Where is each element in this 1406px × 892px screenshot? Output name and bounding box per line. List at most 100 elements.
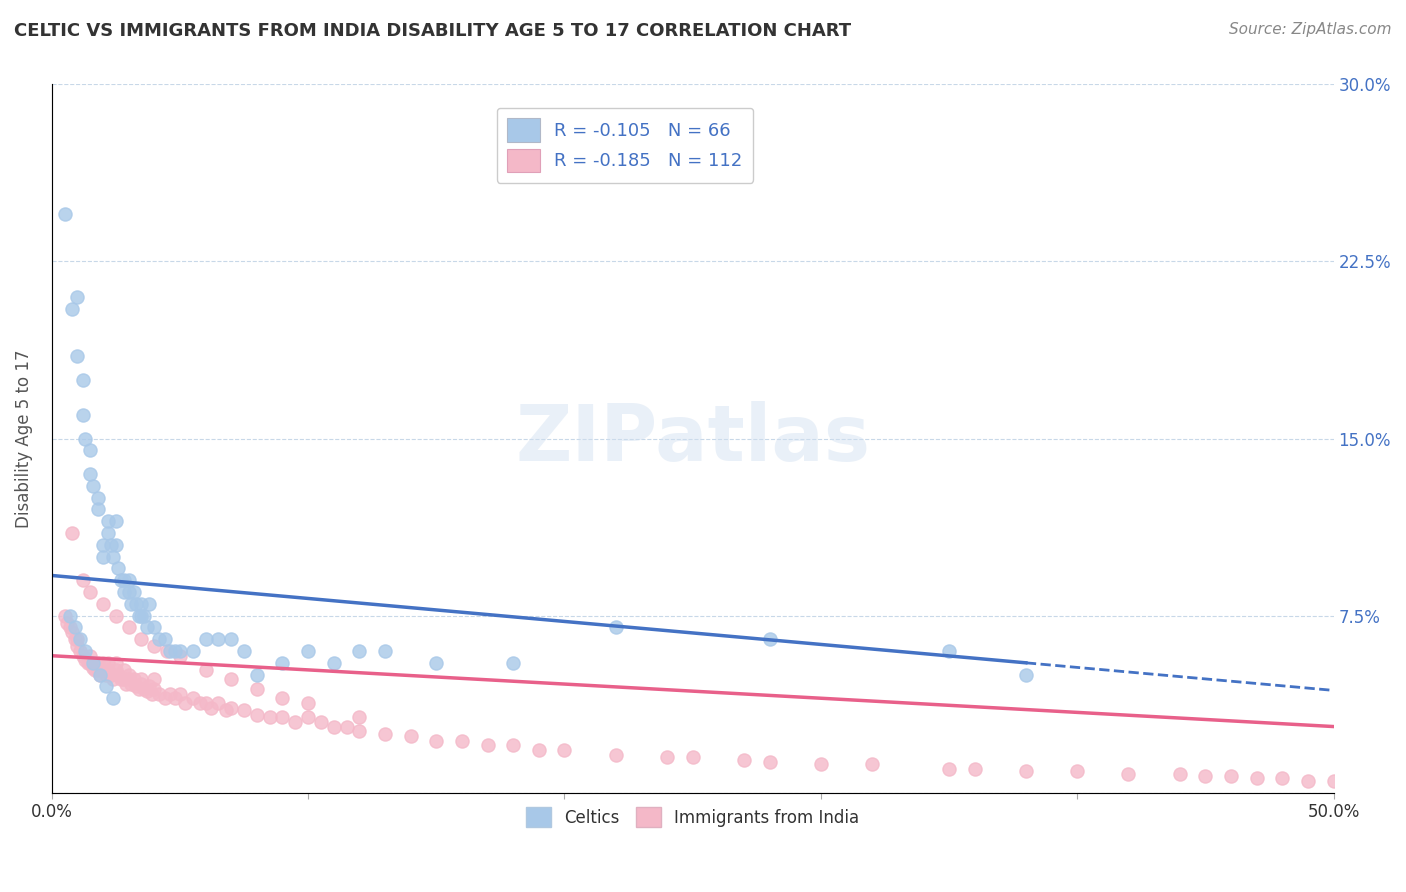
Point — [69, 644, 91, 658]
Point — [103, 673, 125, 687]
Point — [451, 733, 474, 747]
Point — [349, 710, 371, 724]
Point — [104, 538, 127, 552]
Point — [53, 608, 76, 623]
Point — [75, 653, 97, 667]
Point — [112, 673, 135, 687]
Point — [94, 680, 117, 694]
Point — [153, 691, 176, 706]
Point — [553, 743, 575, 757]
Point — [605, 620, 627, 634]
Legend: Celtics, Immigrants from India: Celtics, Immigrants from India — [519, 800, 866, 834]
Point — [91, 538, 114, 552]
Point — [118, 673, 141, 687]
Point — [502, 656, 524, 670]
Point — [91, 597, 114, 611]
Point — [297, 710, 319, 724]
Point — [1118, 766, 1140, 780]
Point — [87, 491, 110, 505]
Point — [1246, 772, 1268, 786]
Point — [125, 597, 148, 611]
Point — [148, 686, 170, 700]
Point — [132, 681, 155, 696]
Point — [128, 681, 150, 696]
Point — [91, 663, 114, 677]
Point — [200, 700, 222, 714]
Point — [53, 207, 76, 221]
Point — [169, 686, 191, 700]
Point — [104, 608, 127, 623]
Point — [219, 632, 242, 647]
Point — [233, 703, 256, 717]
Point — [246, 707, 269, 722]
Point — [60, 625, 83, 640]
Point — [143, 640, 166, 654]
Point — [66, 290, 89, 304]
Point — [215, 703, 238, 717]
Point — [82, 660, 104, 674]
Point — [110, 673, 132, 687]
Point — [181, 691, 204, 706]
Point — [148, 632, 170, 647]
Point — [60, 301, 83, 316]
Point — [91, 656, 114, 670]
Point — [1194, 769, 1216, 783]
Point — [82, 479, 104, 493]
Point — [425, 733, 447, 747]
Point — [143, 673, 166, 687]
Point — [605, 747, 627, 762]
Point — [79, 648, 101, 663]
Point — [246, 681, 269, 696]
Point — [860, 757, 883, 772]
Y-axis label: Disability Age 5 to 17: Disability Age 5 to 17 — [15, 350, 32, 528]
Point — [163, 644, 186, 658]
Point — [259, 710, 281, 724]
Point — [284, 714, 307, 729]
Text: CELTIC VS IMMIGRANTS FROM INDIA DISABILITY AGE 5 TO 17 CORRELATION CHART: CELTIC VS IMMIGRANTS FROM INDIA DISABILI… — [14, 22, 851, 40]
Point — [219, 700, 242, 714]
Point — [82, 656, 104, 670]
Point — [87, 656, 110, 670]
Point — [810, 757, 832, 772]
Point — [112, 585, 135, 599]
Point — [131, 608, 153, 623]
Point — [271, 656, 294, 670]
Point — [115, 677, 138, 691]
Point — [1015, 667, 1038, 681]
Point — [233, 644, 256, 658]
Point — [63, 620, 86, 634]
Point — [118, 667, 141, 681]
Point — [72, 573, 94, 587]
Point — [1015, 764, 1038, 779]
Point — [72, 648, 94, 663]
Point — [156, 644, 179, 658]
Point — [100, 667, 122, 681]
Point — [349, 644, 371, 658]
Point — [75, 644, 97, 658]
Point — [59, 620, 82, 634]
Point — [527, 743, 550, 757]
Point — [194, 632, 217, 647]
Point — [112, 573, 135, 587]
Point — [79, 585, 101, 599]
Point — [1322, 773, 1344, 788]
Point — [138, 680, 160, 694]
Point — [374, 726, 396, 740]
Point — [1220, 769, 1243, 783]
Point — [94, 667, 117, 681]
Point — [72, 372, 94, 386]
Point — [79, 467, 101, 481]
Point — [100, 538, 122, 552]
Point — [271, 691, 294, 706]
Text: ZIPatlas: ZIPatlas — [515, 401, 870, 476]
Point — [181, 644, 204, 658]
Point — [131, 597, 153, 611]
Point — [76, 656, 98, 670]
Point — [97, 526, 120, 541]
Point — [120, 597, 142, 611]
Point — [87, 663, 110, 677]
Point — [79, 443, 101, 458]
Point — [84, 663, 107, 677]
Point — [194, 663, 217, 677]
Point — [72, 408, 94, 422]
